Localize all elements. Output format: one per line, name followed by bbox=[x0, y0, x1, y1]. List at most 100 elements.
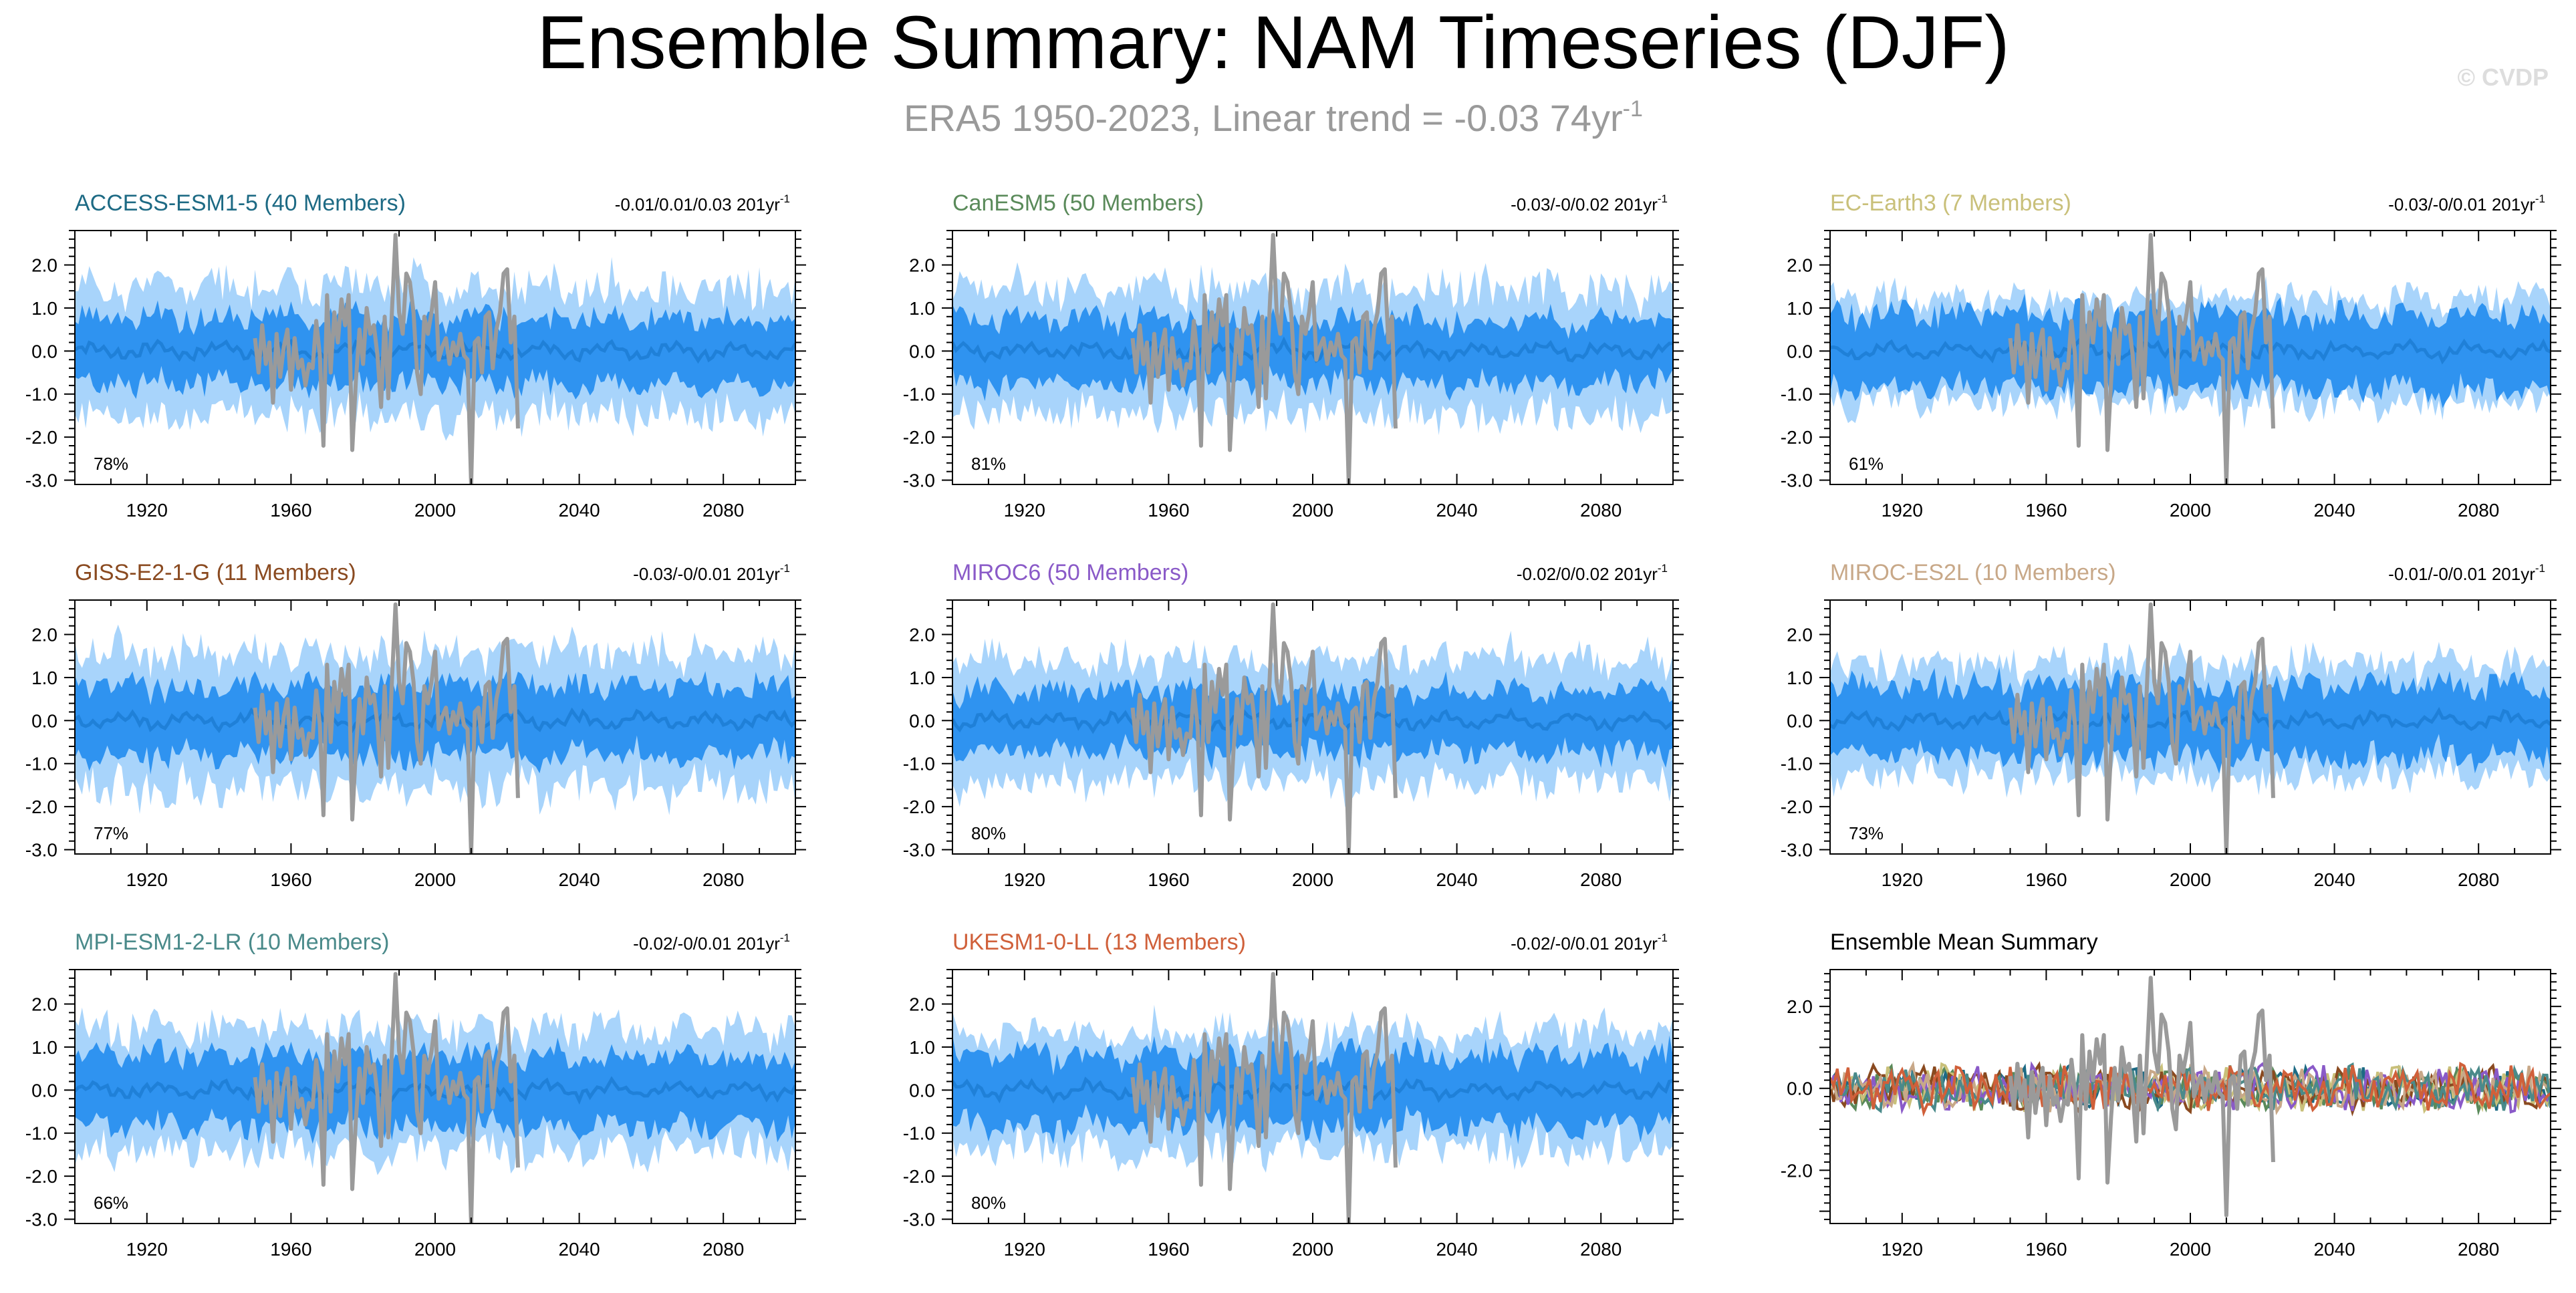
observed-series-line bbox=[253, 233, 520, 484]
y-tick-label: 2.0 bbox=[1787, 255, 1813, 276]
trend-text: -0.01/0.01/0.03 201yr-1 bbox=[615, 192, 790, 214]
y-tick-label: 0.0 bbox=[1787, 710, 1813, 731]
y-tick-label: 0.0 bbox=[909, 341, 935, 362]
ensemble-mean-line bbox=[1830, 706, 2551, 734]
y-tick-label: 0.0 bbox=[31, 341, 57, 362]
watermark: © CVDP bbox=[2457, 63, 2549, 91]
panel: MIROC-ES2L (10 Members) -0.01/-0/0.01 201… bbox=[1781, 560, 2561, 890]
trend-text-sup: -1 bbox=[780, 931, 790, 944]
x-tick-label: 2080 bbox=[2458, 869, 2499, 890]
ensemble-mean-series bbox=[1830, 1060, 2551, 1117]
x-tick-label: 1920 bbox=[1882, 869, 1923, 890]
inner-spread-band bbox=[75, 300, 795, 400]
trend-text-sup: -1 bbox=[2535, 562, 2545, 575]
y-tick-label: -1.0 bbox=[25, 384, 57, 405]
panel-title: EC-Earth3 (7 Members) bbox=[1830, 190, 2071, 216]
x-tick-label: 1920 bbox=[126, 869, 168, 890]
x-tick-label: 1920 bbox=[1882, 1239, 1923, 1260]
plot-area bbox=[75, 972, 795, 1224]
y-tick-label: -1.0 bbox=[903, 1123, 935, 1144]
ensemble-mean-line bbox=[75, 1076, 795, 1105]
inner-spread-band bbox=[1830, 293, 2551, 408]
panel: ACCESS-ESM1-5 (40 Members) -0.01/0.01/0.0… bbox=[25, 190, 806, 521]
trend-text-sup: -1 bbox=[780, 562, 790, 575]
y-tick-label: -1.0 bbox=[903, 754, 935, 774]
ensemble-mean-line bbox=[75, 338, 795, 364]
y-tick-label: 2.0 bbox=[1787, 625, 1813, 645]
panels: ACCESS-ESM1-5 (40 Members) -0.01/0.01/0.0… bbox=[25, 190, 2561, 1260]
x-tick-label: 2000 bbox=[414, 1239, 456, 1260]
trend-text-main: -0.02/0/0.02 201yr bbox=[1517, 564, 1658, 584]
x-tick-label: 2040 bbox=[558, 500, 600, 521]
trend-text-main: -0.03/-0/0.01 201yr bbox=[633, 564, 780, 584]
subtitle-main: ERA5 1950-2023, Linear trend = -0.03 74y… bbox=[904, 97, 1623, 139]
percent-label: 77% bbox=[94, 823, 128, 843]
panel-title: MIROC6 (50 Members) bbox=[952, 560, 1188, 585]
x-tick-label: 1920 bbox=[1004, 1239, 1045, 1260]
y-tick-label: -3.0 bbox=[903, 1209, 935, 1230]
y-tick-label: -2.0 bbox=[25, 1166, 57, 1187]
x-tick-label: 1960 bbox=[2025, 869, 2067, 890]
ensemble-mean-line bbox=[75, 707, 795, 734]
y-tick-label: -3.0 bbox=[903, 470, 935, 491]
figure-subtitle: ERA5 1950-2023, Linear trend = -0.03 74y… bbox=[904, 96, 1643, 139]
y-tick-label: -3.0 bbox=[25, 1209, 57, 1230]
ensemble-mean-line bbox=[952, 1076, 1673, 1104]
y-tick-label: -3.0 bbox=[1781, 840, 1813, 861]
x-tick-label: 2080 bbox=[1580, 500, 1622, 521]
y-tick-label: -3.0 bbox=[25, 840, 57, 861]
panel-title: Ensemble Mean Summary bbox=[1830, 929, 2098, 955]
x-tick-label: 2080 bbox=[702, 869, 744, 890]
y-tick-label: 0.0 bbox=[31, 710, 57, 731]
ensemble-mean-series bbox=[1830, 1061, 2551, 1117]
percent-label: 78% bbox=[94, 454, 128, 474]
x-tick-label: 2040 bbox=[2313, 869, 2355, 890]
inner-spread-band bbox=[75, 670, 795, 775]
x-tick-label: 2000 bbox=[414, 869, 456, 890]
x-tick-label: 2000 bbox=[414, 500, 456, 521]
y-tick-label: 2.0 bbox=[909, 625, 935, 645]
observed-series-line bbox=[1130, 602, 1398, 854]
panel: MPI-ESM1-2-LR (10 Members) -0.02/-0/0.01 … bbox=[25, 929, 806, 1260]
panel: CanESM5 (50 Members) -0.03/-0/0.02 201yr-… bbox=[903, 190, 1684, 521]
x-tick-label: 2040 bbox=[2313, 1239, 2355, 1260]
y-tick-label: 1.0 bbox=[909, 668, 935, 688]
y-tick-label: 2.0 bbox=[909, 994, 935, 1015]
x-tick-label: 1960 bbox=[1148, 500, 1189, 521]
y-tick-label: 1.0 bbox=[31, 1037, 57, 1058]
trend-text-main: -0.03/-0/0.01 201yr bbox=[2388, 194, 2535, 214]
plot-area bbox=[1830, 976, 2551, 1217]
plot-area bbox=[75, 233, 795, 484]
y-tick-label: 2.0 bbox=[909, 255, 935, 276]
x-tick-label: 2000 bbox=[2170, 869, 2211, 890]
plot-area bbox=[952, 233, 1673, 484]
y-tick-label: 1.0 bbox=[1787, 668, 1813, 688]
percent-label: 80% bbox=[971, 1193, 1006, 1213]
observed-series-line bbox=[2008, 233, 2275, 484]
x-tick-label: 1920 bbox=[1882, 500, 1923, 521]
x-tick-label: 1960 bbox=[1148, 869, 1189, 890]
y-tick-label: -2.0 bbox=[903, 1166, 935, 1187]
panel-title: MPI-ESM1-2-LR (10 Members) bbox=[75, 929, 389, 955]
inner-spread-band bbox=[952, 671, 1673, 770]
panel: Ensemble Mean Summary 1920 1960 2000 2040 208… bbox=[1781, 929, 2561, 1260]
observed-series-line bbox=[1130, 972, 1398, 1224]
plot-area bbox=[1830, 602, 2551, 854]
y-tick-label: 2.0 bbox=[1787, 996, 1813, 1017]
y-tick-label: -1.0 bbox=[25, 1123, 57, 1144]
x-tick-label: 2040 bbox=[2313, 500, 2355, 521]
y-tick-label: -2.0 bbox=[1781, 1160, 1813, 1181]
panel-title: MIROC-ES2L (10 Members) bbox=[1830, 560, 2116, 585]
panel: GISS-E2-1-G (11 Members) -0.03/-0/0.01 20… bbox=[25, 560, 806, 890]
x-tick-label: 2080 bbox=[1580, 869, 1622, 890]
percent-label: 61% bbox=[1849, 454, 1884, 474]
trend-text-sup: -1 bbox=[2535, 192, 2545, 205]
x-tick-label: 1960 bbox=[1148, 1239, 1189, 1260]
y-tick-label: -3.0 bbox=[25, 470, 57, 491]
y-tick-label: -2.0 bbox=[25, 797, 57, 817]
panel: MIROC6 (50 Members) -0.02/0/0.02 201yr-1 1… bbox=[903, 560, 1684, 890]
x-tick-label: 2080 bbox=[1580, 1239, 1622, 1260]
plot-area bbox=[952, 602, 1673, 854]
trend-text: -0.03/-0/0.02 201yr-1 bbox=[1511, 192, 1668, 214]
percent-label: 80% bbox=[971, 823, 1006, 843]
